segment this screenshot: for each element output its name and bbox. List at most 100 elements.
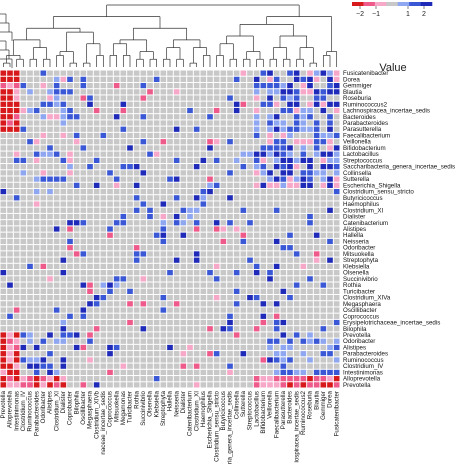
heatmap-cell (260, 151, 267, 157)
heatmap-cell (287, 151, 293, 157)
heatmap-cell (120, 357, 127, 363)
heatmap-cell (113, 182, 120, 188)
heatmap-cell (227, 188, 233, 195)
heatmap-cell (233, 351, 240, 357)
heatmap-cell (67, 220, 73, 226)
heatmap-cell (113, 76, 120, 82)
heatmap-cell (293, 114, 300, 120)
heatmap-cell (273, 195, 280, 201)
heatmap-cell (120, 76, 127, 82)
heatmap-cell (267, 170, 273, 176)
heatmap-cell (187, 363, 193, 369)
heatmap-cell (73, 307, 80, 313)
heatmap-cell (173, 120, 180, 126)
heatmap-cell (80, 114, 87, 120)
heatmap-cell (100, 120, 107, 126)
heatmap-cell (33, 157, 40, 164)
heatmap-cell (127, 301, 133, 307)
heatmap-cell (260, 232, 267, 238)
heatmap-cell (200, 201, 207, 207)
heatmap-cell (107, 288, 113, 294)
heatmap-cell (300, 332, 307, 338)
heatmap-cell (133, 351, 140, 357)
heatmap-cell (253, 326, 260, 332)
heatmap-cell (0, 313, 7, 319)
heatmap-cell (193, 238, 200, 245)
heatmap-cell (27, 76, 33, 82)
column-label: Clostridium_IV (20, 390, 27, 431)
heatmap-cell (7, 89, 13, 95)
heatmap-cell (33, 164, 40, 170)
heatmap-cell (233, 301, 240, 307)
row-label: Hallella (343, 232, 364, 239)
heatmap-cell (53, 382, 60, 388)
heatmap-cell (287, 301, 293, 307)
heatmap-cell (133, 89, 140, 95)
heatmap-cell (267, 363, 273, 369)
heatmap-cell (107, 326, 113, 332)
heatmap-cell (287, 332, 293, 338)
heatmap-cell (13, 213, 20, 220)
heatmap-cell (7, 282, 13, 288)
row-label: Saccharibacteria_genera_incertae_sedis (343, 164, 455, 171)
heatmap-cell (80, 294, 87, 301)
heatmap-cell (127, 369, 133, 376)
heatmap-cell (320, 294, 327, 301)
heatmap-cell (67, 369, 73, 376)
heatmap-cell (240, 182, 247, 188)
heatmap-cell (107, 313, 113, 319)
heatmap-cell (180, 307, 187, 313)
heatmap-cell (333, 220, 340, 226)
heatmap-cell (80, 213, 87, 220)
heatmap-cell (320, 326, 327, 332)
heatmap-cell (80, 307, 87, 313)
heatmap-cell (307, 357, 313, 363)
heatmap-cell (80, 157, 87, 164)
heatmap-cell (240, 213, 247, 220)
heatmap-cell (47, 263, 53, 270)
heatmap-cell (147, 245, 153, 251)
heatmap-cell (73, 82, 80, 89)
heatmap-cell (120, 313, 127, 319)
heatmap-cell (20, 188, 27, 195)
heatmap-cell (13, 357, 20, 363)
heatmap-cell (260, 363, 267, 369)
heatmap-cell (20, 369, 27, 376)
heatmap-cell (193, 369, 200, 376)
heatmap-cell (233, 357, 240, 363)
heatmap-cell (0, 332, 7, 338)
heatmap-cell (213, 151, 220, 157)
heatmap-cell (207, 95, 213, 101)
heatmap-cell (13, 376, 20, 382)
heatmap-cell (220, 294, 227, 301)
heatmap-cell (227, 251, 233, 257)
heatmap-cell (213, 70, 220, 76)
heatmap-cell (47, 232, 53, 238)
heatmap-cell (120, 213, 127, 220)
row-label: Sutterella (343, 176, 370, 183)
heatmap-cell (120, 114, 127, 120)
heatmap-cell (0, 351, 7, 357)
heatmap-cell (260, 95, 267, 101)
heatmap-cell (287, 95, 293, 101)
heatmap-cell (87, 170, 93, 176)
heatmap-cell (187, 132, 193, 139)
heatmap-cell (300, 282, 307, 288)
row-label: Prevotella (343, 382, 371, 389)
heatmap-cell (287, 313, 293, 319)
heatmap-cell (233, 164, 240, 170)
heatmap-cell (253, 195, 260, 201)
heatmap-cell (13, 201, 20, 207)
heatmap-cell (193, 344, 200, 351)
heatmap-cell (247, 157, 253, 164)
heatmap-cell (113, 70, 120, 76)
heatmap-cell (307, 114, 313, 120)
heatmap-cell (200, 363, 207, 369)
heatmap-cell (160, 126, 167, 132)
heatmap-cell (227, 270, 233, 276)
heatmap-cell (213, 282, 220, 288)
heatmap-cell (160, 226, 167, 232)
heatmap-cell (13, 114, 20, 120)
heatmap-cell (27, 382, 33, 388)
heatmap-cell (80, 132, 87, 139)
